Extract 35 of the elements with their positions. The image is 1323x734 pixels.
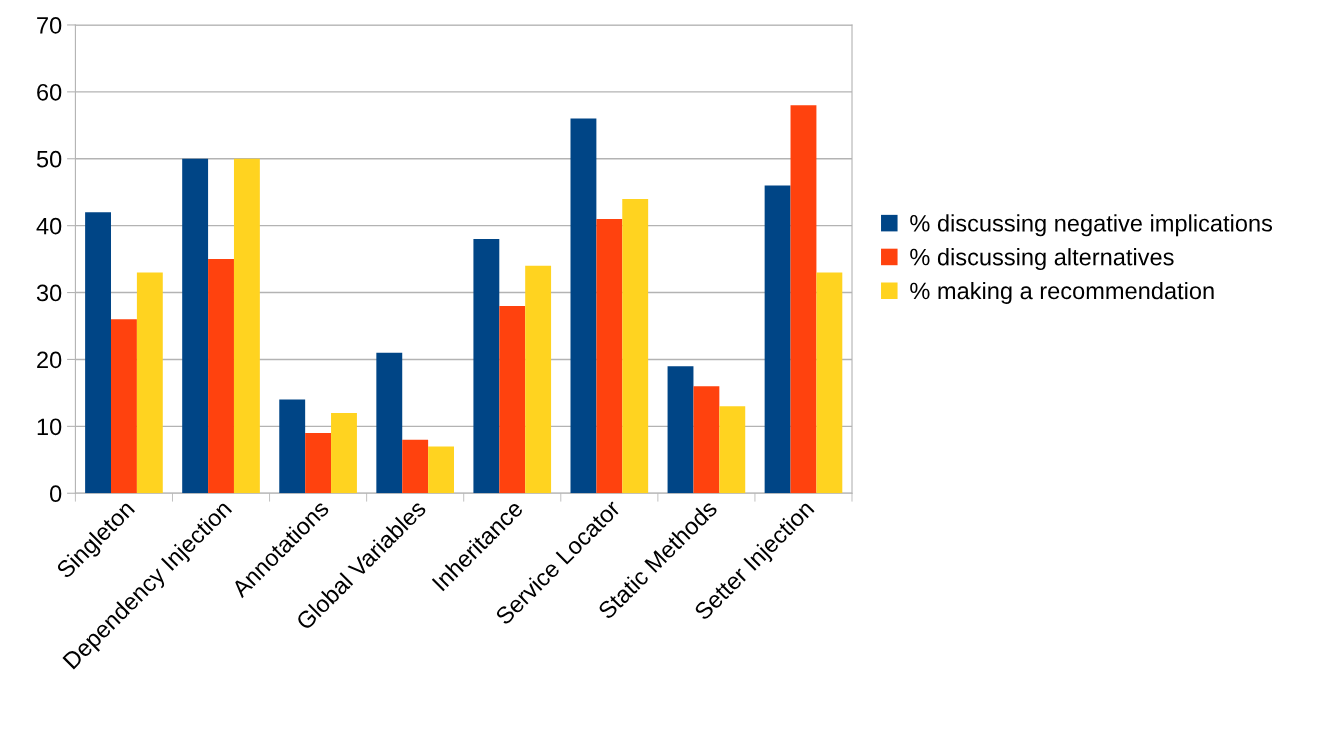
bar bbox=[208, 259, 234, 494]
bar bbox=[305, 433, 332, 494]
y-tick-label: 70 bbox=[37, 17, 62, 34]
bar bbox=[376, 352, 403, 494]
y-tick-label: 40 bbox=[36, 217, 62, 235]
bar bbox=[182, 158, 209, 494]
bar bbox=[570, 118, 597, 494]
bar bbox=[136, 272, 163, 494]
bar bbox=[790, 105, 817, 494]
legend-label: % discussing alternatives bbox=[910, 248, 1174, 271]
bar bbox=[764, 185, 791, 494]
bar bbox=[428, 446, 454, 494]
bar bbox=[331, 412, 357, 494]
legend-label: % discussing negative implications bbox=[910, 214, 1273, 237]
y-tick-label: 60 bbox=[37, 83, 62, 101]
bar bbox=[85, 212, 112, 494]
y-tick-label: 50 bbox=[36, 150, 62, 168]
bar bbox=[111, 319, 137, 494]
bar bbox=[402, 439, 429, 494]
bar bbox=[279, 399, 306, 494]
y-tick-label: 0 bbox=[50, 485, 62, 503]
y-tick-label: 30 bbox=[36, 284, 62, 302]
bar bbox=[233, 158, 260, 494]
bar bbox=[525, 265, 552, 494]
bar bbox=[499, 305, 526, 494]
bar bbox=[816, 272, 843, 494]
bar bbox=[596, 218, 623, 494]
bar bbox=[693, 386, 720, 494]
bar bbox=[473, 239, 500, 494]
legend-label: % making a recommendation bbox=[910, 281, 1214, 304]
y-tick-label: 10 bbox=[37, 418, 62, 436]
bar bbox=[622, 198, 649, 494]
bar bbox=[719, 406, 746, 494]
y-tick-label: 20 bbox=[37, 351, 62, 369]
bar bbox=[667, 366, 694, 494]
